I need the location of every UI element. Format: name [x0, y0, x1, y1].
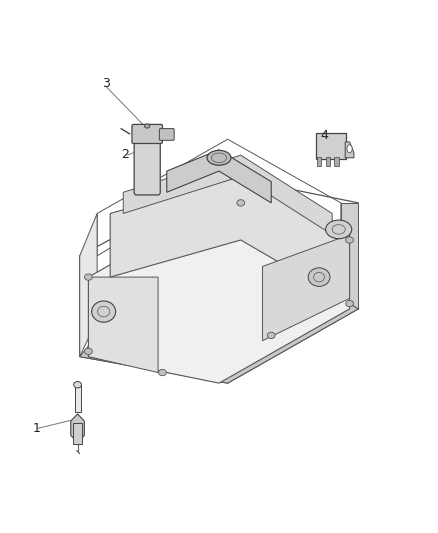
- Text: 1: 1: [33, 422, 41, 435]
- FancyBboxPatch shape: [316, 133, 346, 159]
- Bar: [73, 423, 82, 444]
- Ellipse shape: [237, 200, 245, 206]
- Text: 3: 3: [102, 77, 110, 90]
- Ellipse shape: [325, 220, 352, 239]
- Polygon shape: [341, 203, 358, 309]
- Ellipse shape: [74, 382, 81, 388]
- Ellipse shape: [159, 369, 166, 376]
- Ellipse shape: [308, 268, 330, 286]
- Polygon shape: [110, 176, 341, 298]
- Polygon shape: [345, 142, 354, 158]
- Ellipse shape: [347, 145, 352, 153]
- Ellipse shape: [346, 237, 353, 243]
- Ellipse shape: [145, 124, 150, 128]
- Text: 2: 2: [121, 148, 129, 160]
- Polygon shape: [123, 155, 332, 235]
- Polygon shape: [80, 298, 358, 383]
- Polygon shape: [80, 214, 97, 357]
- FancyBboxPatch shape: [132, 124, 162, 143]
- Ellipse shape: [92, 301, 116, 322]
- Bar: [325, 157, 330, 166]
- Bar: [74, 386, 81, 413]
- Polygon shape: [88, 277, 158, 373]
- Polygon shape: [71, 414, 85, 442]
- Ellipse shape: [85, 274, 92, 280]
- Polygon shape: [88, 203, 350, 383]
- Ellipse shape: [207, 150, 231, 165]
- FancyBboxPatch shape: [159, 128, 174, 140]
- Text: 4: 4: [320, 128, 328, 141]
- Polygon shape: [167, 150, 271, 203]
- Bar: [317, 157, 321, 166]
- Ellipse shape: [346, 301, 353, 307]
- FancyBboxPatch shape: [134, 136, 160, 195]
- Ellipse shape: [85, 348, 92, 354]
- Polygon shape: [262, 235, 350, 341]
- Bar: [334, 157, 339, 166]
- Ellipse shape: [267, 332, 275, 338]
